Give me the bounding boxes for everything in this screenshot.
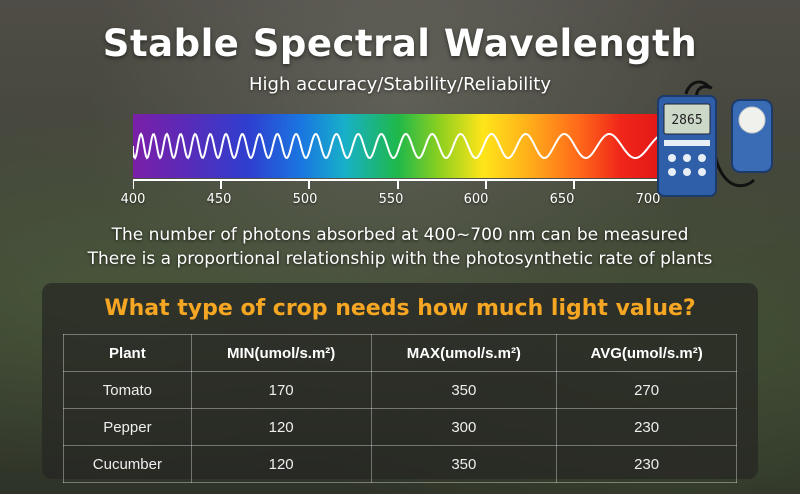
cell-plant: Tomato <box>63 371 192 409</box>
cell-avg: 230 <box>556 408 737 446</box>
tick-label-450: 450 <box>206 192 232 207</box>
cell-max: 350 <box>370 371 558 409</box>
tick-label-700: 700 <box>635 192 661 207</box>
header-avg: AVG(umol/s.m²) <box>556 334 737 372</box>
table-row: Pepper 120 300 230 <box>63 408 737 446</box>
spectrum-bar <box>133 114 663 178</box>
cell-min: 120 <box>190 445 372 483</box>
tick-label-600: 600 <box>463 192 489 207</box>
cell-avg: 270 <box>556 371 737 409</box>
header-plant: Plant <box>63 334 192 372</box>
cell-min: 120 <box>190 408 372 446</box>
cell-max: 350 <box>370 445 558 483</box>
crop-light-table: Plant MIN(umol/s.m²) MAX(umol/s.m²) AVG(… <box>63 334 737 483</box>
table-header-row: Plant MIN(umol/s.m²) MAX(umol/s.m²) AVG(… <box>63 334 737 372</box>
tick-label-650: 650 <box>549 192 575 207</box>
cell-plant: Cucumber <box>63 445 192 483</box>
cell-min: 170 <box>190 371 372 409</box>
tick-label-400: 400 <box>120 192 146 207</box>
page-title: Stable Spectral Wavelength <box>102 22 698 65</box>
description-line-2: There is a proportional relationship wit… <box>87 249 713 269</box>
table-row: Tomato 170 350 270 <box>63 371 737 409</box>
cell-plant: Pepper <box>63 408 192 446</box>
page-subtitle: High accuracy/Stability/Reliability <box>248 74 552 95</box>
description-line-1: The number of photons absorbed at 400~70… <box>111 225 689 245</box>
wave-line <box>133 132 663 160</box>
cell-avg: 230 <box>556 445 737 483</box>
tick-label-500: 500 <box>292 192 318 207</box>
crop-table-title: What type of crop needs how much light v… <box>104 296 696 321</box>
tick-label-550: 550 <box>378 192 404 207</box>
cell-max: 300 <box>370 408 558 446</box>
wavelength-axis <box>133 179 663 189</box>
table-row: Cucumber 120 350 230 <box>63 445 737 483</box>
header-max: MAX(umol/s.m²) <box>370 334 558 372</box>
header-min: MIN(umol/s.m²) <box>190 334 372 372</box>
meter-readout: 2865 <box>671 113 702 128</box>
light-meter-icon: 2865 <box>657 80 773 197</box>
